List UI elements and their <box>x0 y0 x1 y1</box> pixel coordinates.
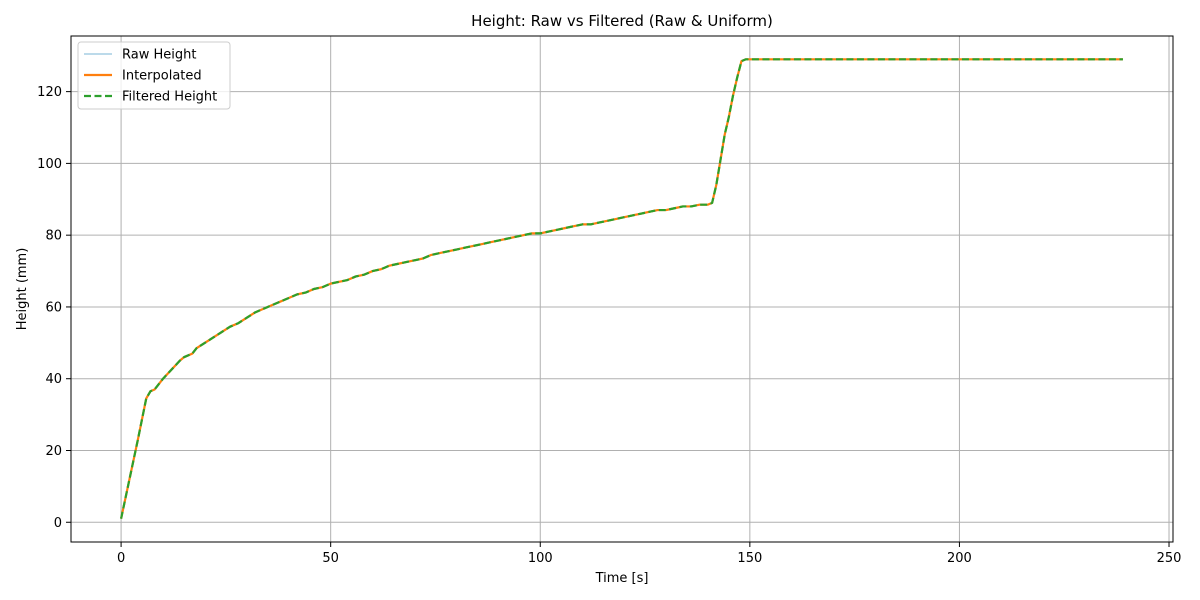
y-tick-label: 40 <box>45 372 62 387</box>
x-tick-label: 250 <box>1157 551 1182 566</box>
legend-label: Filtered Height <box>122 90 217 105</box>
plot-frame <box>70 35 1174 543</box>
x-tick-label: 150 <box>737 551 762 566</box>
legend-label: Interpolated <box>122 69 202 84</box>
y-tick-label: 80 <box>45 229 62 244</box>
y-tick-label: 60 <box>45 300 62 315</box>
y-axis-label: Height (mm) <box>15 248 30 331</box>
x-tick-label: 50 <box>322 551 339 566</box>
legend-box <box>77 41 231 110</box>
y-tick-label: 120 <box>37 85 62 100</box>
series-line-filtered-height <box>120 58 1123 519</box>
x-tick-label: 200 <box>947 551 972 566</box>
y-tick-label: 0 <box>54 516 62 531</box>
grid-lines <box>71 36 1173 542</box>
series-line-raw-height <box>120 58 1123 519</box>
chart-title: Height: Raw vs Filtered (Raw & Uniform) <box>471 12 773 30</box>
legend: Raw Height Interpolated Filtered Height <box>77 41 231 110</box>
x-tick-label: 100 <box>528 551 553 566</box>
series-layer <box>120 58 1123 519</box>
x-tick-label: 0 <box>117 551 125 566</box>
series-line-interpolated <box>120 58 1123 519</box>
y-tick-label: 100 <box>37 157 62 172</box>
x-axis-label: Time [s] <box>595 571 649 586</box>
x-axis-ticks: 0 50 100 150 200 250 <box>117 542 1181 566</box>
y-tick-label: 20 <box>45 444 62 459</box>
legend-label: Raw Height <box>122 48 196 63</box>
y-axis-ticks: 0 20 40 60 80 100 120 <box>37 85 71 531</box>
